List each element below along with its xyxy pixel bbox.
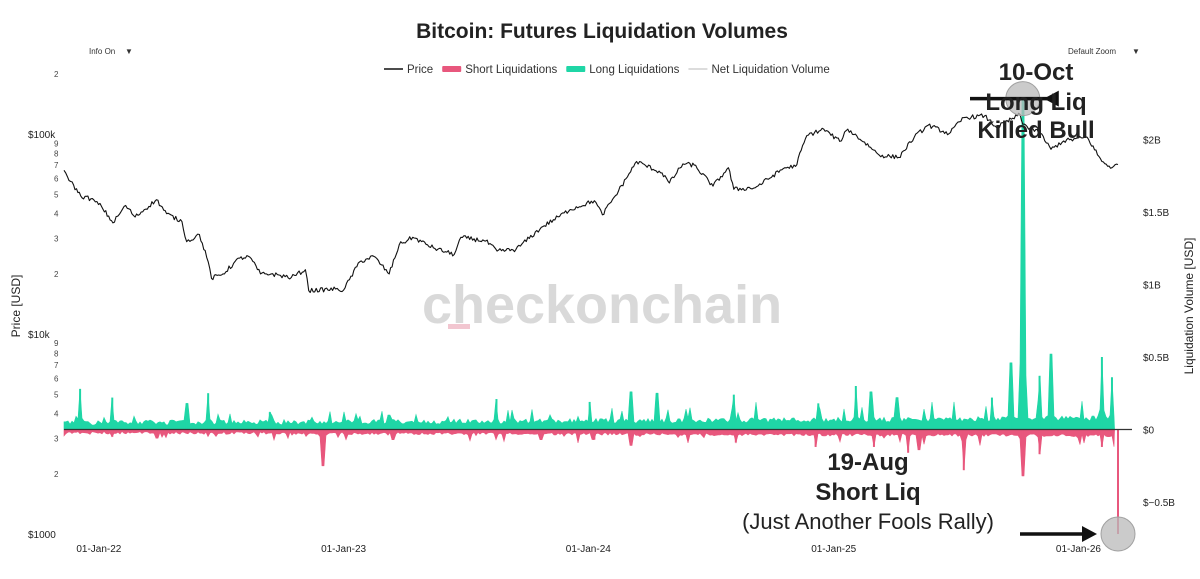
y-left-tick-label: $10k <box>28 330 51 341</box>
y-left-tick-label: $1000 <box>28 530 56 541</box>
x-tick-label: 01-Jan-23 <box>321 544 366 555</box>
y-axis-left-title: Price [USD] <box>9 275 23 338</box>
y-left-minor-tick-label: 3 <box>54 435 59 444</box>
legend-item[interactable]: Short Liquidations <box>442 64 558 76</box>
y-left-minor-tick-label: 8 <box>54 150 59 159</box>
x-tick-label: 01-Jan-26 <box>1056 544 1101 555</box>
x-tick-label: 01-Jan-25 <box>811 544 856 555</box>
watermark: checkonchain <box>422 275 782 335</box>
y-left-minor-tick-label: 9 <box>54 339 59 348</box>
arrow-head-icon <box>1043 90 1059 107</box>
info-toggle-label: Info On <box>89 47 115 56</box>
y-left-minor-tick-label: 5 <box>54 390 59 399</box>
x-tick-label: 01-Jan-24 <box>566 544 611 555</box>
y-left-minor-tick-label: 4 <box>54 210 59 219</box>
y-left-minor-tick-label: 4 <box>54 410 59 419</box>
price-line <box>63 112 1119 294</box>
y-left-minor-tick-label: 9 <box>54 139 59 148</box>
annotation-marker-short <box>1100 516 1136 552</box>
y-left-minor-tick-label: 5 <box>54 190 59 199</box>
annotation-long-text: Long Liq <box>985 89 1086 116</box>
x-tick-label: 01-Jan-22 <box>76 544 121 555</box>
legend-item[interactable]: Price <box>384 64 433 76</box>
triangle-down-icon: ▼ <box>125 47 133 56</box>
liquidation-bars <box>63 98 1132 534</box>
zoom-control[interactable]: Default Zoom ▼ <box>1068 47 1140 56</box>
y-left-minor-tick-label: 2 <box>54 470 59 479</box>
y-right-tick-label: $0.5B <box>1143 353 1169 364</box>
legend-label: Price <box>407 64 433 76</box>
y-right-tick-label: $2B <box>1143 135 1161 146</box>
legend-label: Short Liquidations <box>465 64 557 76</box>
annotation-long-text: Killed Bull <box>977 117 1094 144</box>
y-axis-right: $2B $1.5B $1B $0.5B $0 $−0.5B <box>1143 135 1175 509</box>
legend-swatch <box>566 66 586 72</box>
zoom-control-label: Default Zoom <box>1068 47 1116 56</box>
y-right-tick-label: $1B <box>1143 280 1161 291</box>
y-left-minor-tick-label: 2 <box>54 70 59 79</box>
y-right-tick-label: $1.5B <box>1143 208 1169 219</box>
chart-title: Bitcoin: Futures Liquidation Volumes <box>416 20 788 43</box>
annotation-long-text: 10-Oct <box>999 59 1074 86</box>
legend-item[interactable]: Net Liquidation Volume <box>688 64 830 76</box>
y-left-minor-tick-label: 6 <box>54 374 59 383</box>
legend-swatch <box>442 66 462 72</box>
info-toggle[interactable]: Info On ▼ <box>89 47 133 56</box>
y-left-minor-tick-label: 7 <box>54 361 59 370</box>
y-axis-right-title: Liquidation Volume [USD] <box>1182 238 1196 375</box>
triangle-down-icon: ▼ <box>1132 47 1140 56</box>
y-left-minor-tick-label: 2 <box>54 270 59 279</box>
y-left-minor-tick-label: 8 <box>54 349 59 358</box>
legend: Price Short Liquidations Long Liquidations… <box>384 64 830 76</box>
y-left-minor-tick-label: 6 <box>54 175 59 184</box>
legend-label: Long Liquidations <box>589 64 679 76</box>
annotation-short-text: Short Liq <box>815 479 920 506</box>
annotation-short-text: 19-Aug <box>827 449 908 476</box>
annotation-short-text: (Just Another Fools Rally) <box>742 509 994 534</box>
watermark-accent <box>448 324 470 329</box>
arrow-head-icon <box>1082 526 1097 542</box>
long-liquidations-area <box>63 98 1115 430</box>
y-left-minor-tick-label: 7 <box>54 161 59 170</box>
legend-label: Net Liquidation Volume <box>711 64 829 76</box>
short-liquidations-area <box>63 429 1115 477</box>
y-left-tick-label: $100k <box>28 130 56 141</box>
y-right-tick-label: $−0.5B <box>1143 498 1175 509</box>
legend-item[interactable]: Long Liquidations <box>566 64 680 76</box>
y-left-minor-tick-label: 3 <box>54 235 59 244</box>
y-right-tick-label: $0 <box>1143 426 1155 437</box>
price-series <box>63 112 1119 294</box>
x-axis: 01-Jan-22 01-Jan-23 01-Jan-24 01-Jan-25 01-J… <box>76 544 1101 555</box>
